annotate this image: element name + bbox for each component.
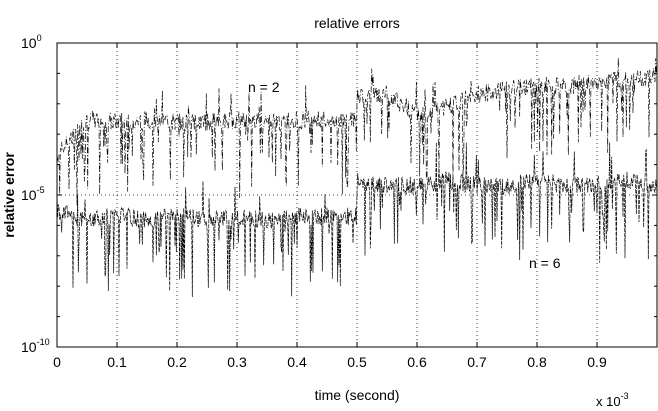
- x-tick-label: 0.8: [527, 354, 547, 370]
- x-tick-label: 0.7: [467, 354, 487, 370]
- annotation-n2: n = 2: [248, 79, 280, 95]
- x-tick-label: 0.5: [347, 354, 367, 370]
- annotation-n6: n = 6: [529, 255, 561, 271]
- x-tick-label: 0.3: [227, 354, 247, 370]
- series-group: [56, 57, 658, 298]
- y-tick-label: 100: [21, 33, 42, 51]
- x-tick-label: 0.9: [587, 354, 607, 370]
- grid: [57, 43, 657, 347]
- x-multiplier-base: x 10: [596, 394, 621, 409]
- x-multiplier-exponent: -3: [621, 391, 629, 401]
- x-tick-label: 0: [53, 354, 61, 370]
- series-line: [56, 142, 658, 298]
- y-tick-label: 10-10: [21, 337, 50, 355]
- x-tick-label: 0.6: [407, 354, 427, 370]
- y-tick-label: 10-5: [21, 185, 45, 203]
- y-axis-label: relative error: [1, 152, 17, 238]
- x-multiplier-label: x 10-3: [596, 391, 629, 409]
- ticks-group: 0 0.1 0.2 0.3 0.4 0.5 0.6 0.7 0.8 0.9 100 10-5 10-10: [21, 33, 657, 370]
- x-tick-label: 0.1: [107, 354, 127, 370]
- x-tick-label: 0.2: [167, 354, 187, 370]
- x-axis-label: time (second): [315, 387, 400, 403]
- chart-title: relative errors: [314, 15, 400, 31]
- series-line: [56, 57, 657, 206]
- x-tick-label: 0.4: [287, 354, 307, 370]
